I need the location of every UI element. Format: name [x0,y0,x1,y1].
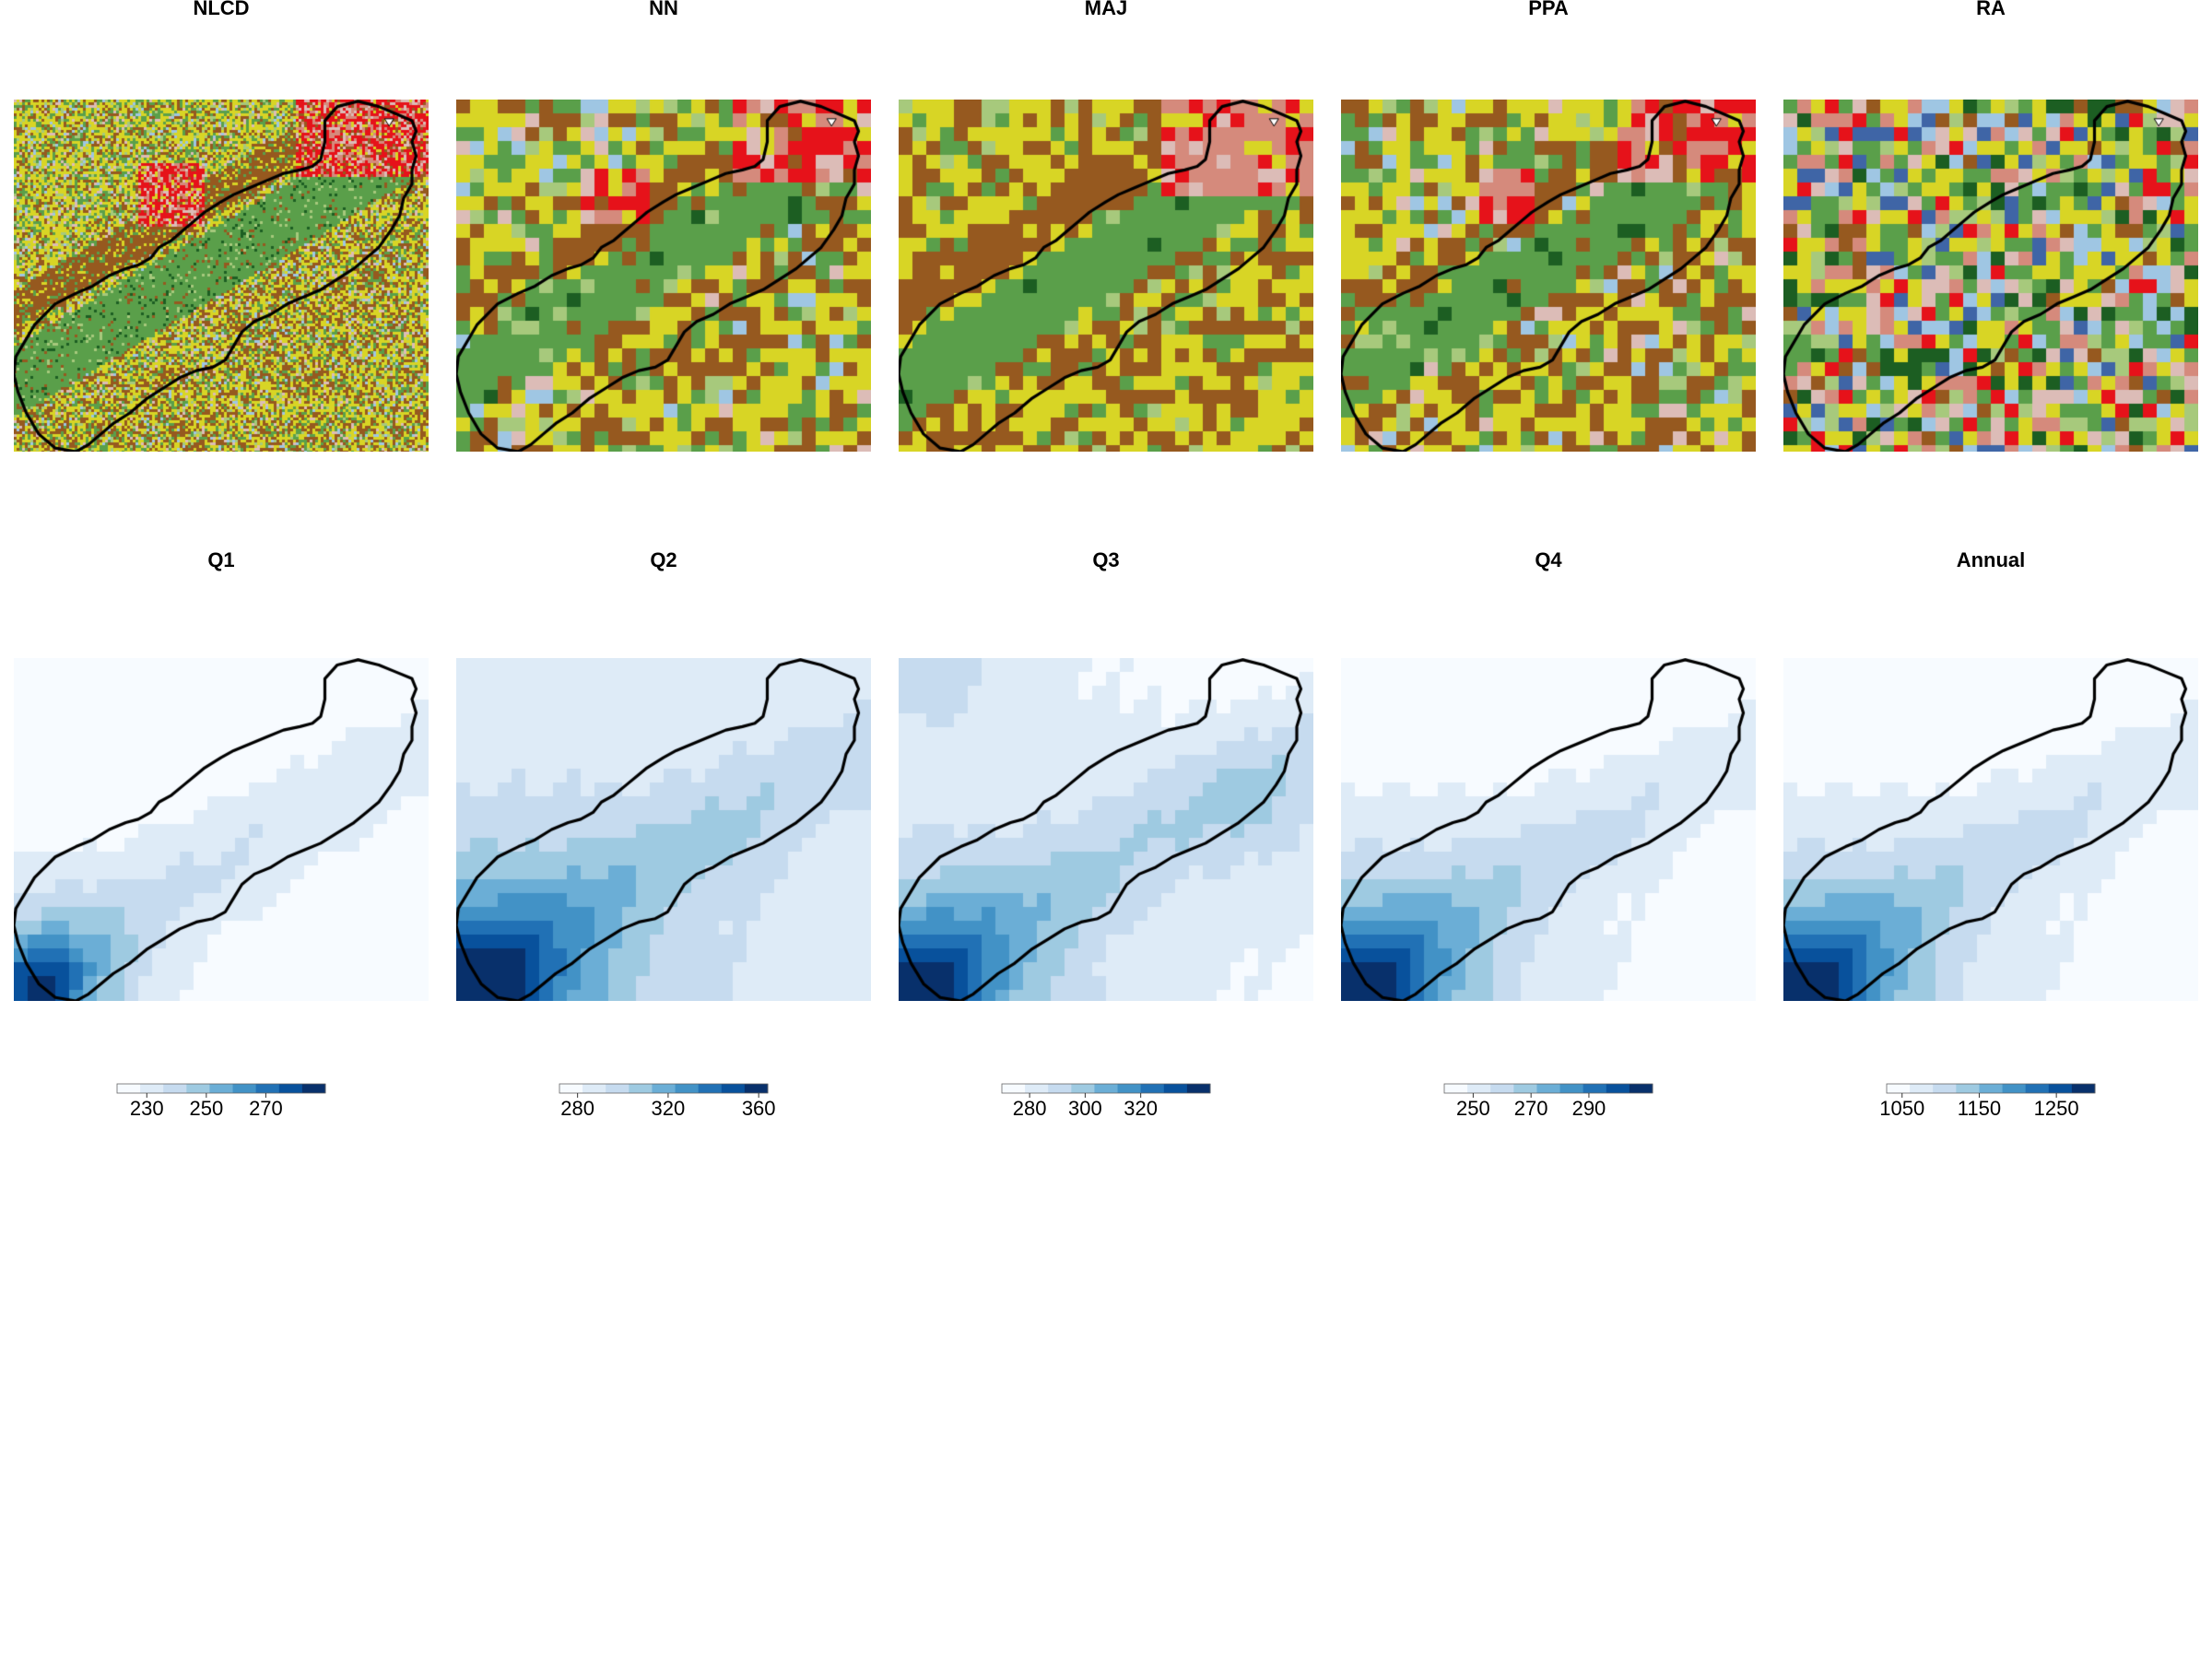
panel-title-nlcd: NLCD [193,0,250,19]
legend-swatch [1887,1084,1911,1093]
legend-svg: 280 320 360 [559,1083,776,1120]
legend-swatch [278,1084,303,1093]
legend-swatch [698,1084,723,1093]
legend-swatch [629,1084,653,1093]
legend-swatch [1186,1084,1211,1093]
landcover-map-nlcd [14,100,429,452]
legend-swatch [232,1084,257,1093]
legend-swatch [301,1084,326,1093]
legend-tick-label: 280 [560,1097,594,1120]
legend-frame [559,1083,769,1094]
legend-tick-label: 320 [652,1097,686,1120]
legend-swatch [1117,1084,1142,1093]
legend-swatch [1071,1084,1095,1093]
legend-swatch [675,1084,700,1093]
legend-swatch [1536,1084,1561,1093]
landcover-map-nn [456,100,871,452]
legend-swatch [744,1084,769,1093]
landcover-map-maj [899,100,1313,452]
precip-map-q4 [1341,658,1756,1001]
legend-swatch [2048,1084,2073,1093]
legend-q4: 250 270 290 [1442,1080,1682,1135]
legend-tick-label: 1250 [2034,1097,2079,1120]
legend-swatch [606,1084,629,1093]
legend-swatch [1979,1084,2004,1093]
panel-title-ra: RA [1976,0,2006,19]
legend-q3: 280 300 320 [1000,1080,1240,1135]
legend-swatch [186,1084,210,1093]
legend-swatch [721,1084,746,1093]
legend-swatch [140,1084,164,1093]
legend-swatch [559,1084,583,1093]
legend-swatch [1490,1084,1514,1093]
legend-swatch [582,1084,606,1093]
legend-swatch [1513,1084,1537,1093]
legend-swatch [1048,1084,1072,1093]
legend-annual: 1050 1150 1250 [1879,1080,2124,1135]
legend-swatch [117,1084,141,1093]
panel-title-q4: Q4 [1535,548,1562,571]
legend-swatch [1025,1084,1049,1093]
legend-tick-label: 290 [1572,1097,1606,1120]
legend-swatch [1629,1084,1653,1093]
legend-swatch [1163,1084,1188,1093]
panel-title-maj: MAJ [1084,0,1128,19]
legend-tick-label: 250 [189,1097,223,1120]
legend-q1: 230 250 270 [115,1080,355,1135]
legend-tick-label: 1050 [1879,1097,1924,1120]
legend-swatch [1140,1084,1165,1093]
legend-swatch [1094,1084,1119,1093]
precip-map-q3 [899,658,1313,1001]
legend-tick-label: 320 [1124,1097,1158,1120]
legend-swatch [255,1084,280,1093]
legend-svg: 230 250 270 [116,1083,326,1120]
legend-swatch [1002,1084,1026,1093]
legend-frame [116,1083,326,1094]
panel-title-q1: Q1 [207,548,235,571]
legend-swatch [1559,1084,1584,1093]
legend-swatch [163,1084,187,1093]
legend-tick-label: 270 [249,1097,283,1120]
landcover-map-ra [1783,100,2198,452]
legend-svg: 1050 1150 1250 [1879,1083,2096,1120]
legend-tick-label: 360 [742,1097,776,1120]
legend-swatch [1910,1084,1934,1093]
legend-swatch [1467,1084,1491,1093]
legend-swatch [2071,1084,2096,1093]
legend-svg: 280 300 320 [1001,1083,1211,1120]
legend-swatch [1933,1084,1957,1093]
legend-tick-label: 300 [1068,1097,1102,1120]
legend-q2: 280 320 360 [558,1080,797,1135]
panel-title-ppa: PPA [1528,0,1569,19]
legend-svg: 250 270 290 [1443,1083,1653,1120]
landcover-map-ppa [1341,100,1756,452]
legend-tick-label: 250 [1456,1097,1490,1120]
legend-tick-label: 1150 [1958,1097,2001,1120]
legend-frame [1886,1083,2096,1094]
legend-swatch [2002,1084,2027,1093]
panel-title-q2: Q2 [650,548,677,571]
legend-tick-label: 230 [130,1097,164,1120]
legend-swatch [1956,1084,1980,1093]
legend-swatch [1444,1084,1468,1093]
precip-map-annual [1783,658,2198,1001]
precip-map-q2 [456,658,871,1001]
legend-frame [1001,1083,1211,1094]
panel-title-q3: Q3 [1092,548,1120,571]
legend-tick-label: 270 [1514,1097,1548,1120]
legend-swatch [1583,1084,1607,1093]
legend-tick-label: 280 [1013,1097,1047,1120]
precip-map-q1 [14,658,429,1001]
legend-swatch [209,1084,234,1093]
panel-title-nn: NN [649,0,678,19]
legend-swatch [2025,1084,2050,1093]
legend-swatch [652,1084,677,1093]
legend-swatch [1606,1084,1630,1093]
legend-frame [1443,1083,1653,1094]
panel-title-annual: Annual [1956,548,2026,571]
